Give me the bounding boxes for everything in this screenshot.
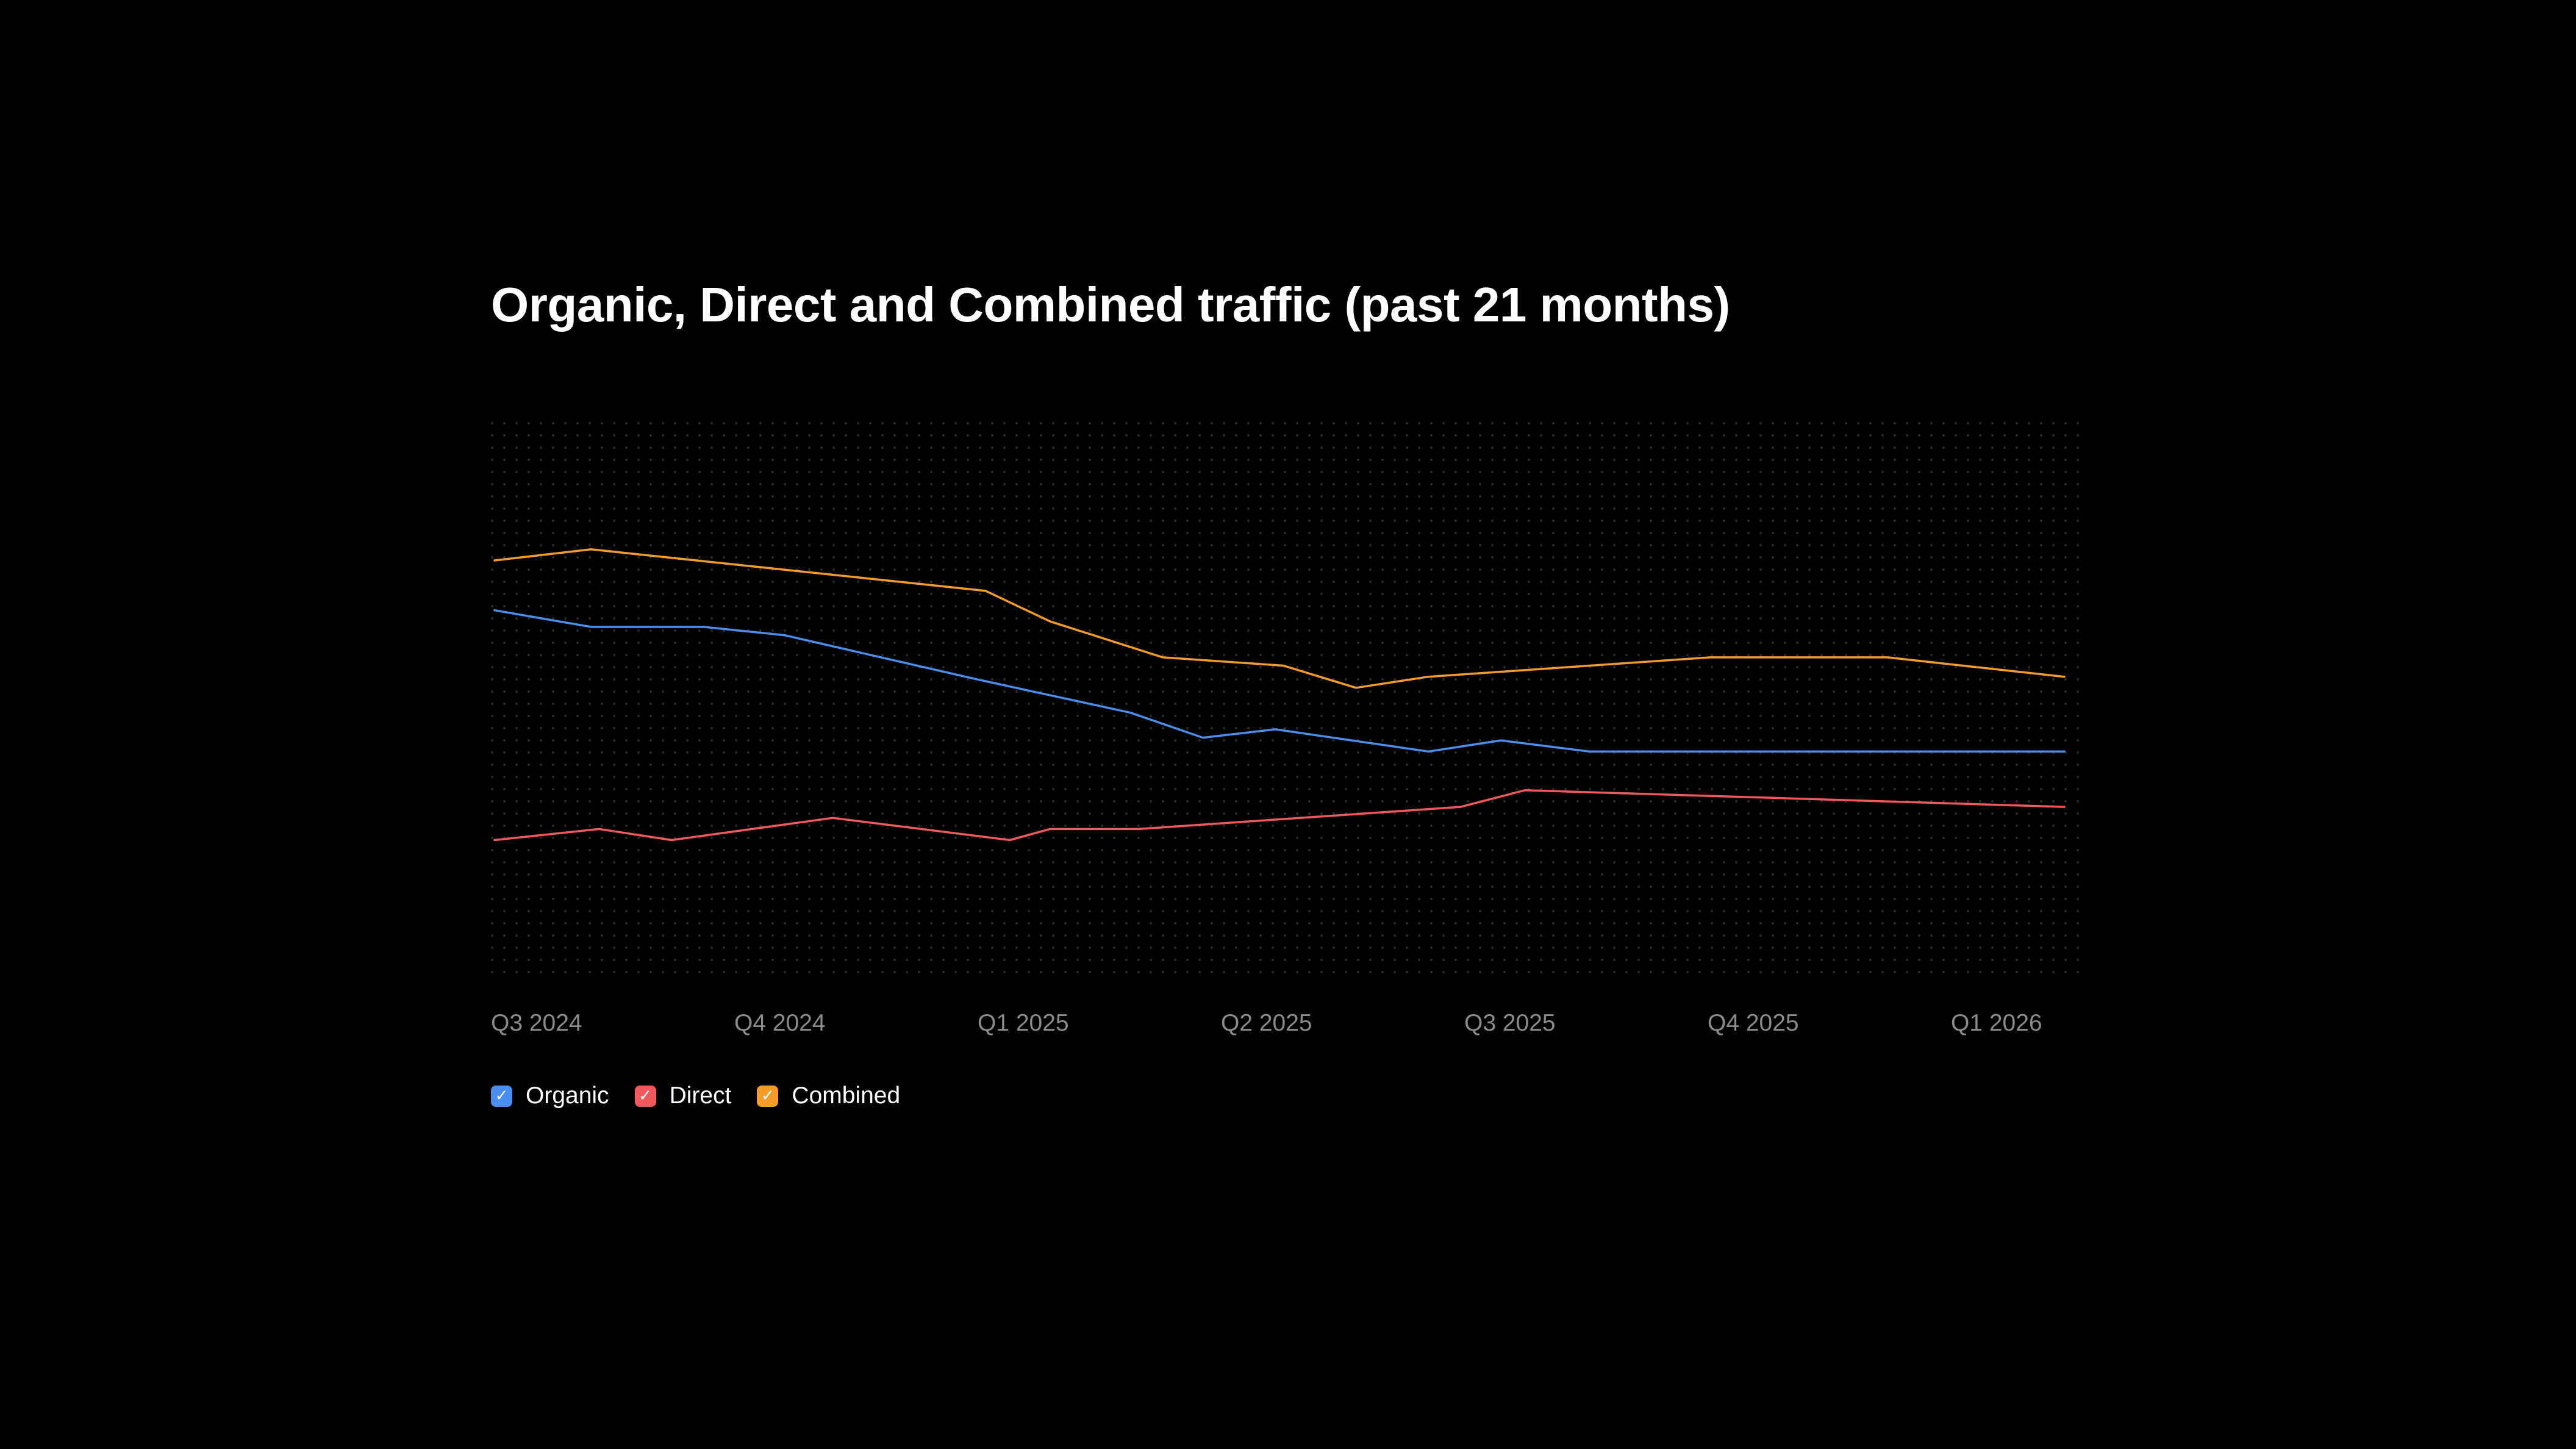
legend-item-organic[interactable]: ✓ Organic: [491, 1082, 609, 1109]
legend-label-organic: Organic: [526, 1082, 609, 1109]
combined-checkbox-icon[interactable]: ✓: [757, 1085, 779, 1107]
legend-item-combined[interactable]: ✓ Combined: [757, 1082, 900, 1109]
series-line-organic[interactable]: [493, 609, 2066, 753]
x-tick-label: Q3 2025: [1464, 1010, 1556, 1036]
series-line-direct[interactable]: [493, 789, 2066, 842]
plot-area-dot-grid: [491, 422, 2080, 976]
direct-checkbox-icon[interactable]: ✓: [634, 1085, 656, 1107]
x-tick-label: Q1 2025: [978, 1010, 1069, 1036]
legend-label-direct: Direct: [669, 1082, 732, 1109]
series-line-combined[interactable]: [493, 548, 2066, 689]
series-layer: [493, 548, 2066, 842]
x-tick-label: Q1 2026: [1951, 1010, 2042, 1036]
x-tick-label: Q4 2025: [1708, 1010, 1799, 1036]
x-tick-label: Q2 2025: [1221, 1010, 1312, 1036]
legend-label-combined: Combined: [792, 1082, 901, 1109]
x-axis: Q3 2024 Q4 2024 Q1 2025 Q2 2025 Q3 2025 Q4 20…: [491, 1010, 2042, 1036]
legend-item-direct[interactable]: ✓ Direct: [634, 1082, 732, 1109]
legend: ✓ Organic ✓ Direct ✓ Combined: [491, 1082, 900, 1109]
x-tick-label: Q4 2024: [734, 1010, 826, 1036]
x-tick-label: Q3 2024: [491, 1010, 582, 1036]
organic-checkbox-icon[interactable]: ✓: [491, 1085, 512, 1107]
chart-title: Organic, Direct and Combined traffic (pa…: [491, 277, 1730, 332]
